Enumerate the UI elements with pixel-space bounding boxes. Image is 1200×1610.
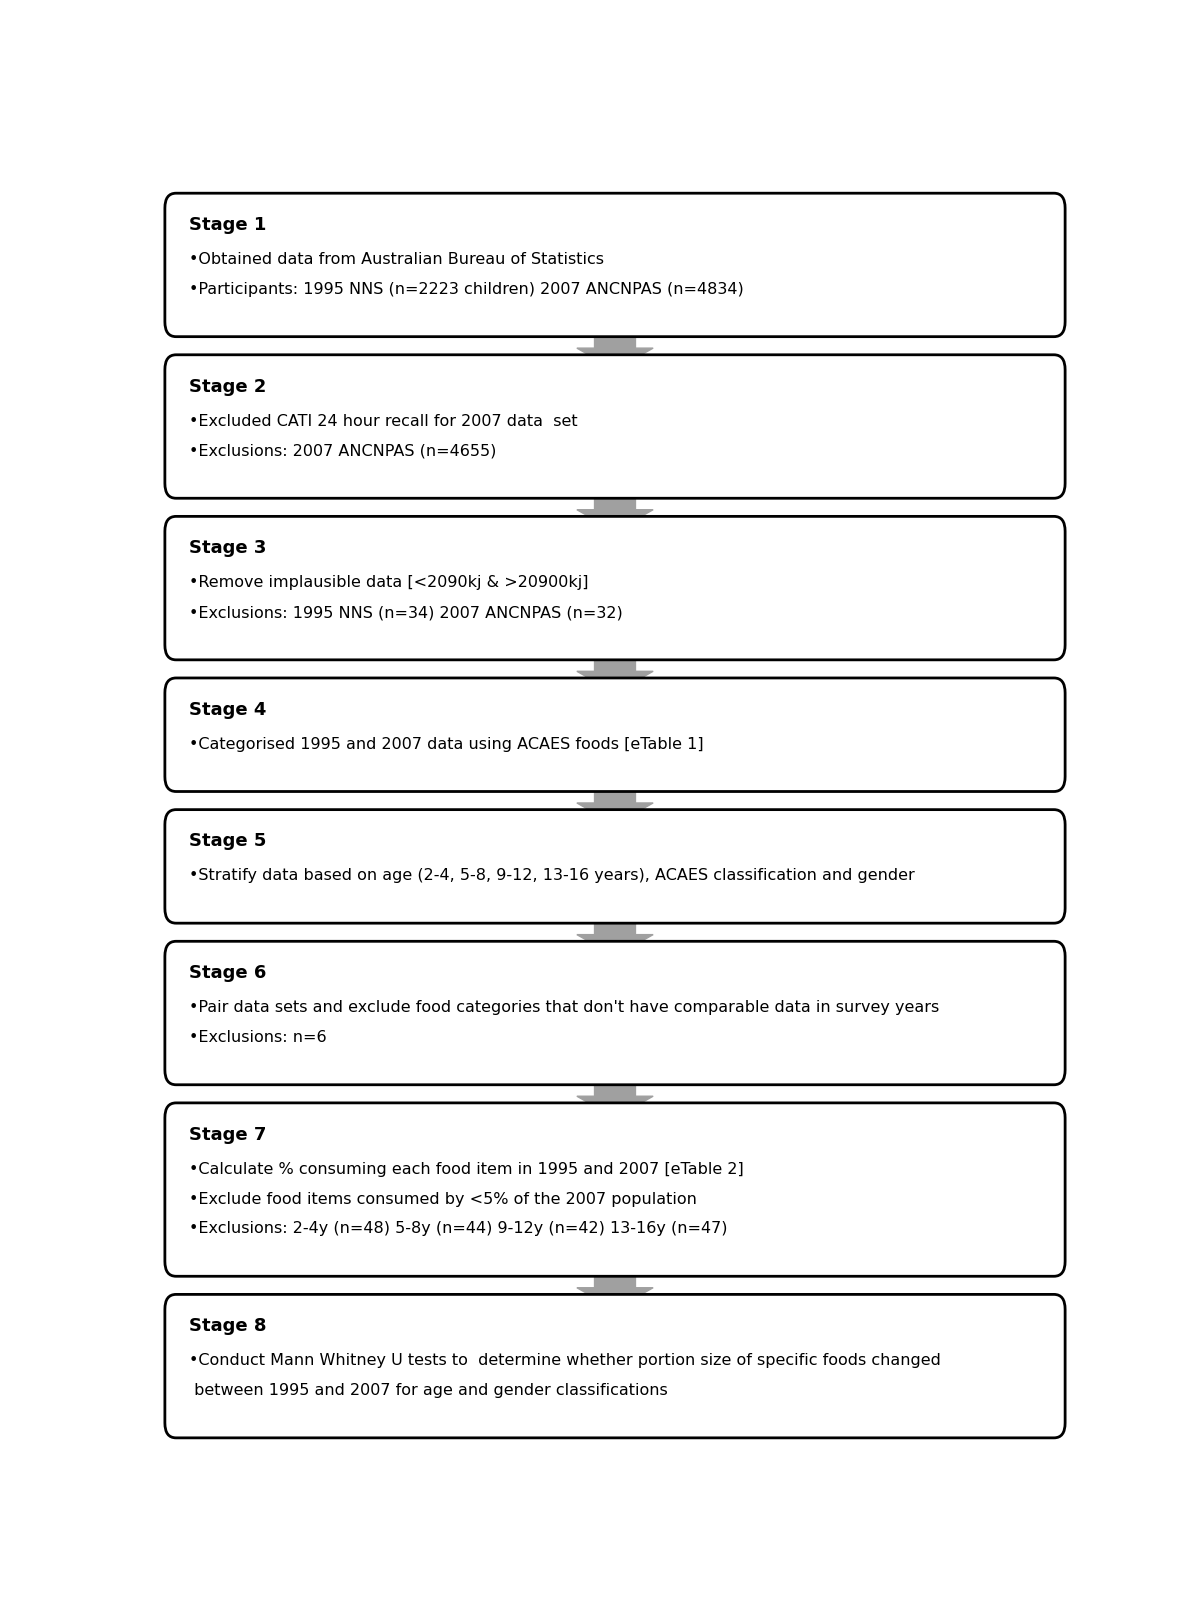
FancyArrow shape (577, 1071, 653, 1117)
Text: •Excluded CATI 24 hour recall for 2007 data  set: •Excluded CATI 24 hour recall for 2007 d… (190, 414, 577, 428)
FancyBboxPatch shape (164, 517, 1066, 660)
Text: Stage 2: Stage 2 (190, 378, 266, 396)
Text: •Pair data sets and exclude food categories that don't have comparable data in s: •Pair data sets and exclude food categor… (190, 1000, 940, 1014)
Text: •Remove implausible data [<2090kj & >20900kj]: •Remove implausible data [<2090kj & >209… (190, 575, 588, 591)
Text: •Calculate % consuming each food item in 1995 and 2007 [eTable 2]: •Calculate % consuming each food item in… (190, 1162, 744, 1177)
Text: Stage 1: Stage 1 (190, 216, 266, 233)
Text: •Participants: 1995 NNS (n=2223 children) 2007 ANCNPAS (n=4834): •Participants: 1995 NNS (n=2223 children… (190, 282, 744, 296)
Text: •Obtained data from Australian Bureau of Statistics: •Obtained data from Australian Bureau of… (190, 251, 604, 267)
Text: Stage 8: Stage 8 (190, 1317, 266, 1335)
Text: •Conduct Mann Whitney U tests to  determine whether portion size of specific foo: •Conduct Mann Whitney U tests to determi… (190, 1352, 941, 1368)
FancyArrow shape (577, 776, 653, 824)
FancyArrow shape (577, 322, 653, 370)
Text: Stage 5: Stage 5 (190, 832, 266, 850)
FancyBboxPatch shape (164, 810, 1066, 923)
FancyBboxPatch shape (164, 1294, 1066, 1438)
Text: •Stratify data based on age (2-4, 5-8, 9-12, 13-16 years), ACAES classification : •Stratify data based on age (2-4, 5-8, 9… (190, 868, 914, 884)
Text: •Exclusions: 2007 ANCNPAS (n=4655): •Exclusions: 2007 ANCNPAS (n=4655) (190, 443, 497, 459)
Text: •Categorised 1995 and 2007 data using ACAES foods [eTable 1]: •Categorised 1995 and 2007 data using AC… (190, 737, 703, 752)
Text: Stage 7: Stage 7 (190, 1125, 266, 1143)
FancyArrow shape (577, 1261, 653, 1309)
FancyArrow shape (577, 646, 653, 692)
FancyArrow shape (577, 483, 653, 531)
Text: between 1995 and 2007 for age and gender classifications: between 1995 and 2007 for age and gender… (190, 1383, 668, 1397)
FancyBboxPatch shape (164, 193, 1066, 336)
FancyArrow shape (577, 908, 653, 956)
Text: •Exclusions: 1995 NNS (n=34) 2007 ANCNPAS (n=32): •Exclusions: 1995 NNS (n=34) 2007 ANCNPA… (190, 605, 623, 620)
Text: Stage 4: Stage 4 (190, 700, 266, 718)
FancyBboxPatch shape (164, 942, 1066, 1085)
Text: •Exclusions: 2-4y (n=48) 5-8y (n=44) 9-12y (n=42) 13-16y (n=47): •Exclusions: 2-4y (n=48) 5-8y (n=44) 9-1… (190, 1222, 727, 1236)
FancyBboxPatch shape (164, 354, 1066, 497)
FancyBboxPatch shape (164, 1103, 1066, 1277)
Text: •Exclude food items consumed by <5% of the 2007 population: •Exclude food items consumed by <5% of t… (190, 1191, 697, 1206)
Text: •Exclusions: n=6: •Exclusions: n=6 (190, 1030, 326, 1045)
Text: Stage 3: Stage 3 (190, 539, 266, 557)
FancyBboxPatch shape (164, 678, 1066, 792)
Text: Stage 6: Stage 6 (190, 964, 266, 982)
